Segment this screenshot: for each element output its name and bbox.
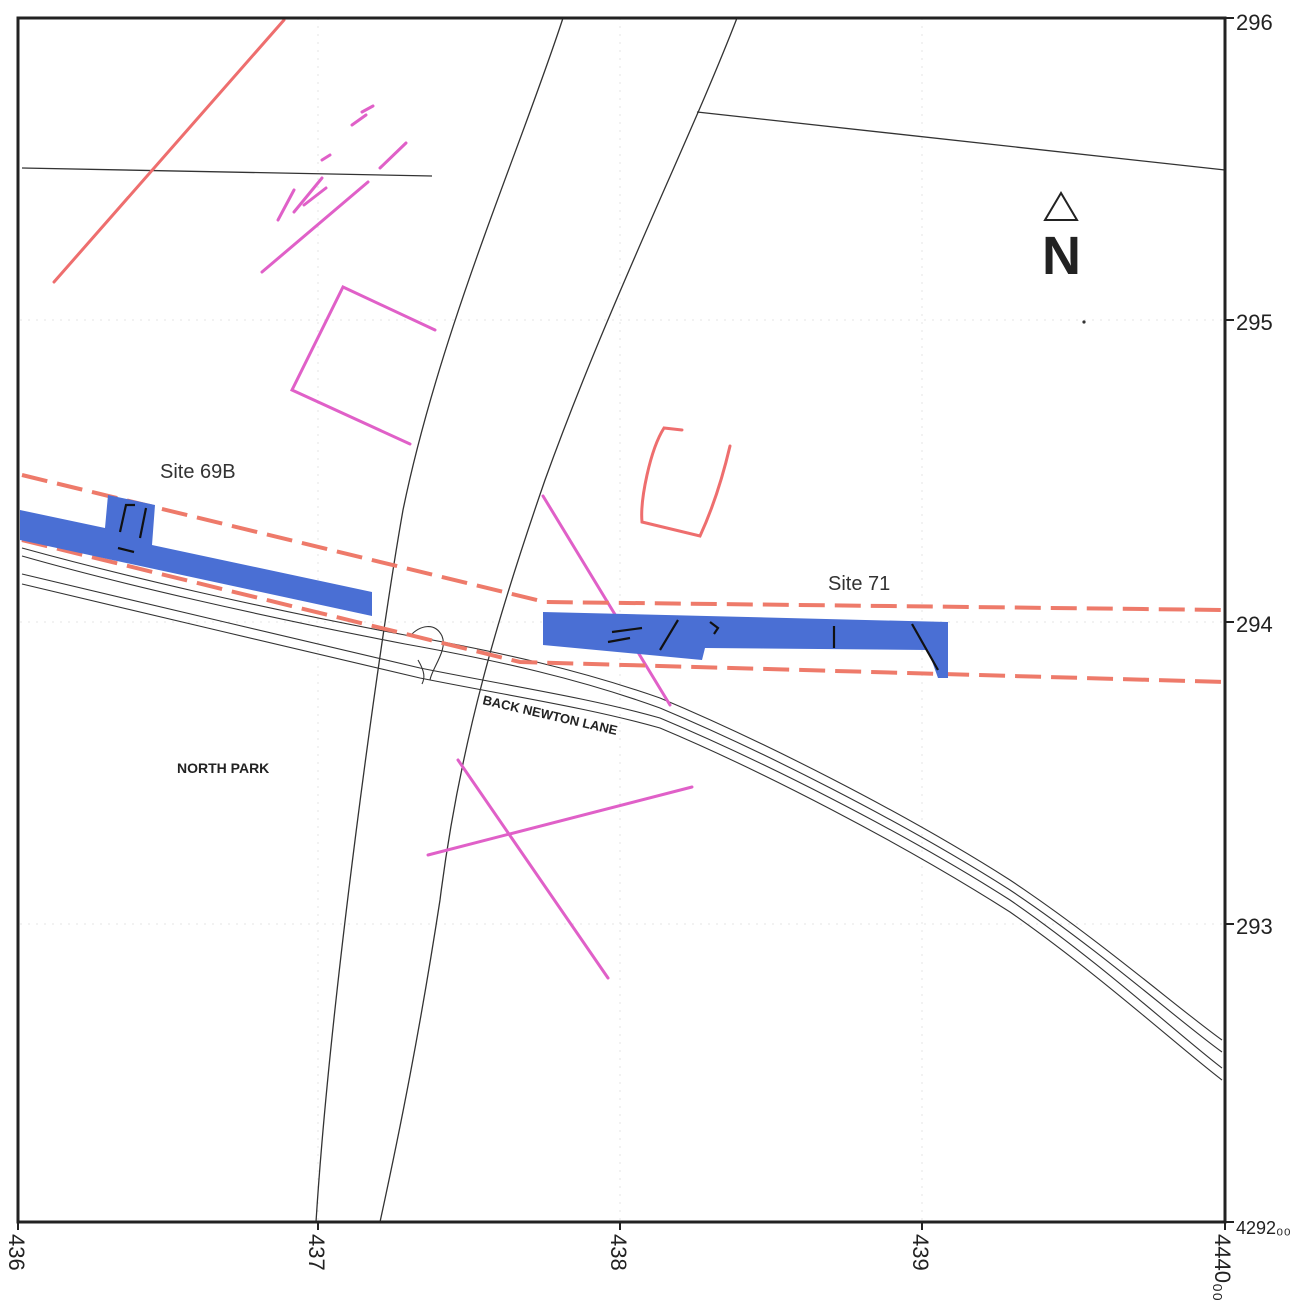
northing-label-294: 294 <box>1236 612 1273 637</box>
trenches <box>20 495 948 678</box>
road-label: BACK NEWTON LANE <box>481 692 619 738</box>
trench-site-71 <box>543 612 948 678</box>
north-arrow-label: N <box>1042 226 1081 286</box>
easting-label-4440: 4440₀₀ <box>1210 1234 1235 1301</box>
northing-label-295: 295 <box>1236 310 1273 335</box>
tick-marks <box>17 17 1234 1230</box>
easting-label-439: 439 <box>908 1234 933 1271</box>
cropmarks-magenta <box>260 104 694 980</box>
site-69b-label: Site 69B <box>160 461 236 483</box>
field-boundaries <box>21 17 1226 1223</box>
pipeline-corridor <box>21 473 1226 684</box>
northing-label-296: 296 <box>1236 10 1273 35</box>
map-dot <box>1082 320 1086 324</box>
trench-site-69b <box>20 495 372 616</box>
easting-label-438: 438 <box>606 1234 631 1271</box>
map-frame <box>16 16 1227 1224</box>
north-arrow-icon: N <box>1042 191 1081 286</box>
area-label-north-park: NORTH PARK <box>177 760 269 776</box>
easting-label-436: 436 <box>4 1234 29 1271</box>
site-71-label: Site 71 <box>828 573 890 595</box>
easting-label-437: 437 <box>304 1234 329 1271</box>
corner-label: 4292₀₀ <box>1236 1218 1291 1238</box>
cropmarks-red <box>52 18 732 538</box>
road <box>21 547 1223 1081</box>
northing-label-293: 293 <box>1236 914 1273 939</box>
